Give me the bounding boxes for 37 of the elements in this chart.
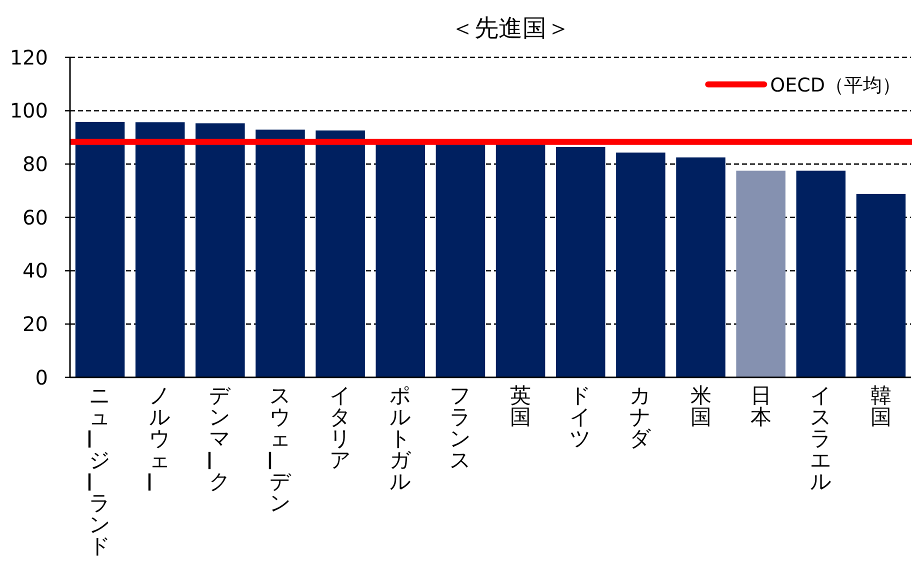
bar [796, 170, 846, 378]
x-tick-label: ノルウェー [136, 383, 172, 492]
x-tick-label: フランス [449, 383, 472, 472]
x-tick-label: イタリア [329, 383, 352, 472]
y-tick-label: 40 [22, 258, 48, 283]
bar [676, 157, 726, 378]
x-tick-label: ニュージーランド [76, 383, 112, 558]
x-tick-label: 日本 [750, 383, 772, 429]
x-tick-label: スウェーデン [256, 383, 292, 515]
y-tick-label: 80 [22, 152, 48, 176]
bar [316, 130, 365, 378]
bar [436, 142, 486, 378]
x-tick-label: カナダ [630, 383, 652, 450]
x-tick-label: 米国 [690, 383, 712, 429]
x-tick-label: イスラエル [810, 383, 832, 494]
x-tick-label: ポルトガル [389, 383, 412, 494]
y-tick-label: 20 [22, 312, 48, 336]
bar [196, 123, 245, 378]
bar [496, 142, 546, 378]
legend-label: OECD（平均） [770, 74, 901, 96]
bar [135, 122, 185, 378]
y-tick-label: 120 [10, 45, 48, 70]
y-tick-label: 60 [22, 205, 48, 230]
bar [256, 130, 305, 378]
bar [376, 142, 426, 378]
x-tick-label: デンマーク [196, 383, 232, 494]
x-tick-label: 英国 [510, 383, 532, 429]
bar [556, 147, 606, 378]
bar [856, 194, 906, 378]
bar [75, 122, 125, 378]
x-tick-label: ドイツ [570, 383, 592, 450]
y-tick-label: 100 [10, 98, 48, 123]
bar [616, 152, 666, 378]
bar [736, 170, 786, 378]
chart-title: ＜先進国＞ [450, 14, 570, 42]
y-tick-label: 0 [35, 365, 48, 390]
x-tick-label: 韓国 [870, 383, 892, 429]
